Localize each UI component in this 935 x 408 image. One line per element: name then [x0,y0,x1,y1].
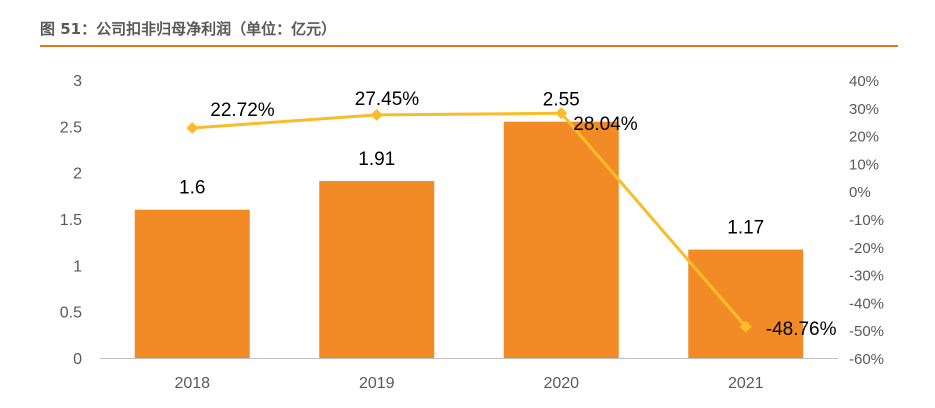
line-data-label: 28.04% [573,114,638,135]
y2-tick-label: -50% [849,323,884,340]
line-data-label: -48.76% [766,319,837,340]
bar-data-label: 1.6 [179,178,205,199]
title-divider [40,45,898,47]
bar [134,209,250,358]
y2-tick-label: -30% [849,268,884,285]
y-tick-label: 2.5 [60,119,82,136]
bar-data-label: 2.55 [543,90,580,111]
bar [319,181,435,358]
y2-tick-label: -20% [849,240,884,257]
y-axis-right: -60% -50% -40% -30% -20% -10% 0% 10% 20% 30% 40% [849,73,884,368]
line-data-label: 22.72% [210,100,275,121]
bar [503,121,619,358]
y-tick-label: 1 [73,258,82,275]
y2-tick-label: 30% [849,101,879,118]
line-labels: 22.72% 27.45% 28.04% -48.76% [210,89,836,340]
line-point [739,320,752,333]
x-tick-label: 2020 [543,375,579,392]
growth-line [192,111,747,328]
bar [688,249,804,358]
y2-tick-label: 0% [849,184,871,201]
y2-tick-label: 40% [849,73,879,90]
line-data-label: 27.45% [355,89,420,110]
y2-tick-label: 10% [849,156,879,173]
y-tick-label: 1.5 [60,212,82,229]
bar-data-label: 1.91 [358,149,395,170]
y-tick-label: 0.5 [60,305,82,322]
y2-tick-label: -60% [849,351,884,368]
line-point [186,122,199,135]
y2-tick-label: -10% [849,212,884,229]
x-tick-label: 2021 [728,375,764,392]
bar-series [134,121,804,358]
x-tick-label: 2019 [359,375,395,392]
bar-data-label: 1.17 [727,218,764,239]
line-series [186,107,752,333]
line-point [370,108,383,121]
x-axis: 2018 2019 2020 2021 [174,375,763,392]
y-tick-label: 0 [73,351,82,368]
y2-tick-label: 20% [849,129,879,146]
figure-title: 图 51：公司扣非归母净利润（单位：亿元） [40,20,337,38]
bar-labels: 1.6 1.91 2.55 1.17 [179,90,764,239]
y2-tick-label: -40% [849,295,884,312]
x-tick-label: 2018 [174,375,210,392]
line-point [555,107,568,120]
y-tick-label: 3 [73,73,82,90]
y-tick-label: 2 [73,166,82,183]
y-axis-left: 0 0.5 1 1.5 2 2.5 3 [60,73,82,368]
